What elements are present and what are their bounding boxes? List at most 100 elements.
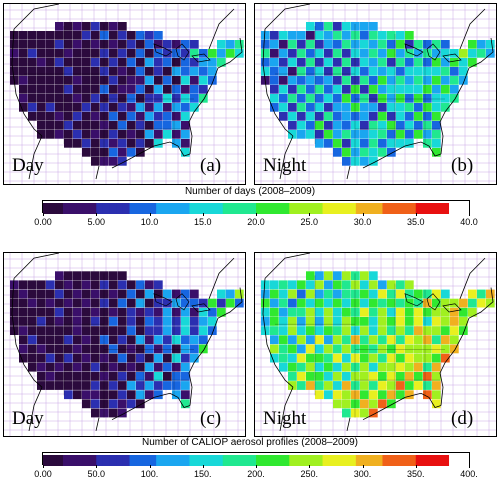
colorbar-segment [49, 455, 57, 466]
coastline [11, 4, 243, 180]
colorbar-segment [375, 203, 384, 214]
grid-cell [333, 271, 342, 281]
colorbar-segment [349, 455, 357, 466]
grid-cell [91, 372, 100, 381]
grid-cell [333, 390, 342, 400]
colorbar-segment [242, 455, 250, 466]
grid-cell [324, 280, 333, 290]
canada-coast-line [13, 4, 60, 30]
colorbar-tick-mark [96, 213, 98, 216]
grid-cell [208, 58, 217, 67]
grid-cell [324, 381, 333, 390]
grid-cell [100, 353, 109, 363]
colorbar-tick-label: 0.00 [34, 217, 52, 227]
grid-cell [136, 130, 145, 139]
grid-cell [315, 76, 324, 85]
colorbar-segment [369, 455, 377, 466]
grid-cell [396, 353, 405, 363]
grid-cell [360, 139, 369, 148]
grid-cell [423, 130, 432, 139]
colorbar-tick-label: 30.0 [353, 217, 372, 227]
grid-cell [468, 49, 477, 58]
grid-cell [441, 58, 450, 67]
grid-cell [163, 40, 172, 49]
grid-cell [127, 103, 136, 112]
grid-cell [414, 121, 423, 130]
grid-cell [73, 40, 82, 49]
grid-cell [279, 76, 288, 85]
grid-cell [163, 298, 172, 308]
grid-cell [279, 67, 288, 76]
grid-cell [118, 372, 127, 381]
grid-cell [279, 112, 288, 121]
grid-cell [82, 40, 91, 49]
grid-cell [10, 307, 19, 317]
grid-cell [333, 76, 342, 85]
grid-cell [73, 390, 82, 400]
grid-cell [91, 112, 100, 121]
grid-cell [10, 280, 19, 290]
grid-cell [477, 49, 486, 58]
grid-cell [46, 112, 55, 121]
grid-cell [82, 103, 91, 112]
great-lake-0 [153, 293, 173, 307]
grid-cell [136, 298, 145, 308]
grid-cell [351, 157, 360, 166]
grid-cell [351, 372, 360, 381]
grid-cell [378, 353, 387, 363]
grid-cell [405, 130, 414, 139]
grid-cell [378, 76, 387, 85]
grid-cell [172, 94, 181, 103]
grid-cell [46, 280, 55, 290]
grid-cell [405, 335, 414, 345]
grid-cell [118, 103, 127, 112]
grid-cell [172, 390, 181, 400]
grid-cell [118, 139, 127, 148]
grid-cell [306, 362, 315, 372]
grid-cell [423, 94, 432, 103]
grid-cell [288, 85, 297, 94]
panel-letter-d: (d) [451, 408, 474, 429]
grid-cell [172, 103, 181, 112]
grid-cell [217, 298, 226, 308]
grid-cell [360, 67, 369, 76]
grid-cell [324, 353, 333, 363]
colorbar-tick-mark [415, 465, 417, 468]
grid-cell [369, 280, 378, 290]
grid-cell [369, 121, 378, 130]
grid-cell [145, 121, 154, 130]
colorbar-segment [69, 455, 77, 466]
grid-cell [172, 326, 181, 335]
grid-cell [64, 381, 73, 390]
colorbar-segment [136, 455, 144, 466]
panel-letter-b: (b) [451, 155, 474, 176]
colorbar-segment [362, 203, 370, 214]
grid-cell [64, 49, 73, 58]
grid-cell [360, 381, 369, 390]
colorbar-segment [116, 455, 124, 466]
grid-cell [279, 317, 288, 326]
gulf-coast-line [111, 141, 191, 169]
grid-cell [37, 67, 46, 76]
grid-cell [333, 344, 342, 354]
colorbar-segment [382, 455, 390, 466]
grid-cell [82, 148, 91, 157]
grid-cell [55, 22, 64, 31]
grid-cell [333, 372, 342, 381]
grid-cell [100, 76, 109, 85]
grid-cell [100, 139, 109, 148]
grid-cell [136, 353, 145, 363]
grid-cell [396, 381, 405, 390]
grid-cell [261, 289, 270, 299]
grid-cell [181, 130, 190, 139]
grid-cell [486, 298, 495, 308]
west-coast-line [11, 278, 43, 388]
east-coast-line [188, 37, 243, 155]
grid-cell [297, 85, 306, 94]
grid-cell [387, 298, 396, 308]
grid-cell [378, 289, 387, 299]
grid-cell [154, 326, 163, 335]
grid-cell [432, 390, 441, 400]
grid-cell [28, 40, 37, 49]
grid-cell [154, 49, 163, 58]
